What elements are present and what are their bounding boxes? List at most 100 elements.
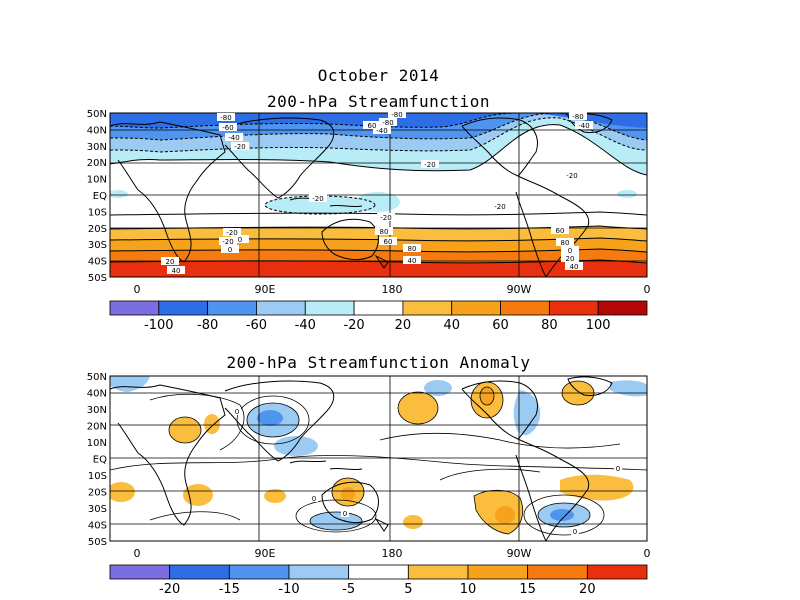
contour-label: 0 xyxy=(568,247,572,255)
contour-label: -80 xyxy=(391,111,402,119)
colorbar-label: -40 xyxy=(295,318,316,333)
panel1-lon-labels: 0 90E 180 90W 0 xyxy=(134,283,651,296)
lat-tick-label: 10S xyxy=(88,207,107,218)
lat-tick-label: 20N xyxy=(87,158,107,169)
lat-tick-label: 30S xyxy=(88,240,107,251)
colorbar-swatch xyxy=(169,564,230,580)
colorbar-swatch xyxy=(586,564,648,580)
colorbar-swatch xyxy=(467,564,529,580)
contour-label: 0 xyxy=(312,495,316,503)
lat-tick-label: 20S xyxy=(88,488,107,499)
lon-tick-label: 90W xyxy=(507,547,532,560)
contour-label-bg xyxy=(556,238,574,246)
panel1-frame xyxy=(109,112,648,278)
contour-label: 40 xyxy=(172,267,181,275)
contour-label: -20 xyxy=(566,172,577,180)
contour-label: -20 xyxy=(226,229,237,237)
lon-tick-label: 180 xyxy=(382,283,403,296)
panel2-lon-labels: 0 90E 180 90W 0 xyxy=(134,547,651,560)
panel1-title: 200-hPa Streamfunction xyxy=(267,92,490,111)
colorbar-label: -60 xyxy=(246,318,267,333)
asia-coast xyxy=(224,117,335,199)
contour-label: 60 xyxy=(384,238,393,246)
contour-label: -80 xyxy=(572,113,583,121)
new-zealand-coast xyxy=(374,517,389,532)
contour-label: 60 xyxy=(556,227,565,235)
colorbar-label: -20 xyxy=(343,318,364,333)
colorbar-label: 20 xyxy=(579,582,596,597)
contour-label-bg xyxy=(217,113,235,121)
contour-label-bg xyxy=(403,244,421,252)
indonesia-coast xyxy=(289,460,363,471)
lat-tick-label: 20N xyxy=(87,422,107,433)
contour-label-bg xyxy=(551,226,569,234)
colorbar-label: -100 xyxy=(144,318,174,333)
contour-label-bg xyxy=(221,245,239,253)
colorbar-swatch xyxy=(348,564,409,580)
colorbar-swatch xyxy=(353,300,404,316)
panel1-coastlines xyxy=(110,113,613,277)
contour-label: 40 xyxy=(570,263,579,271)
contour-label-bg xyxy=(231,142,249,150)
colorbar-label: 20 xyxy=(395,318,412,333)
lat-tick-label: 50S xyxy=(88,537,107,548)
lon-tick-label: 90W xyxy=(507,283,532,296)
contour-label-bg xyxy=(569,112,587,120)
lat-tick-label: 40S xyxy=(88,257,107,268)
colorbar-label: -80 xyxy=(197,318,218,333)
panel1-map: -80-60-40-20-80-80-40-20-80-40-20-20-20-… xyxy=(109,110,648,278)
north-america-coast xyxy=(461,117,538,177)
panel2-contours xyxy=(110,380,647,536)
contour-label-bg xyxy=(377,213,395,221)
panel1-contours xyxy=(110,113,647,264)
lat-tick-label: EQ xyxy=(93,191,107,202)
contour-label-bg xyxy=(388,110,406,118)
colorbar-swatch xyxy=(256,300,306,316)
panel2-title: 200-hPa Streamfunction Anomaly xyxy=(226,353,531,372)
contour-label-bg xyxy=(565,262,583,270)
north-america-coast xyxy=(461,380,538,440)
contour-label: -80 xyxy=(220,114,231,122)
panel1-lat-labels: 50N 40N 30N 20N 10N EQ 10S 20S 30S 40S 50S xyxy=(87,109,107,284)
colorbar-swatch xyxy=(228,564,290,580)
panel2-colorbar: -20 -15 -10 -5 5 10 15 20 xyxy=(109,564,648,597)
contour-label: 20 xyxy=(166,258,175,266)
lat-tick-label: 50N xyxy=(87,109,107,120)
lon-tick-label: 180 xyxy=(382,547,403,560)
contour-label-bg xyxy=(219,237,237,245)
contour-label-bg xyxy=(561,246,579,254)
contour-label: 0 xyxy=(238,236,242,244)
contour-label: 80 xyxy=(561,239,570,247)
lat-tick-label: 30N xyxy=(87,142,107,153)
lat-tick-label: 20S xyxy=(88,224,107,235)
contour-label-bg xyxy=(363,121,381,129)
panel2-coastlines xyxy=(110,376,613,541)
new-zealand-coast xyxy=(374,254,389,269)
panel1-colorbar: -100 -80 -60 -40 -20 20 40 60 80 100 xyxy=(109,300,648,333)
contour-label: -40 xyxy=(228,134,239,142)
contour-label: 0 xyxy=(343,510,347,518)
contour-label: -60 xyxy=(222,124,233,132)
contour-label-bg xyxy=(403,256,421,264)
contour-label: 80 xyxy=(380,228,389,236)
colorbar-label: 10 xyxy=(460,582,477,597)
contour-label-bg xyxy=(563,171,581,179)
contour-label-bg xyxy=(225,133,243,141)
lat-tick-label: 40N xyxy=(87,125,107,136)
lon-tick-label: 0 xyxy=(644,283,651,296)
australia-coast xyxy=(321,218,379,261)
contour-label-bg xyxy=(561,254,579,262)
australia-coast xyxy=(321,481,379,524)
contour-label-bg xyxy=(379,118,397,126)
contour-label: 80 xyxy=(408,245,417,253)
contour-label: -20 xyxy=(234,143,245,151)
panel2-map: 0 0 0 0 0 xyxy=(109,375,648,542)
contour-label-bg xyxy=(375,227,393,235)
panel2-gridlines xyxy=(110,376,647,541)
colorbar-label: -20 xyxy=(159,582,180,597)
colorbar-swatch xyxy=(109,300,160,316)
colorbar-swatch xyxy=(451,300,501,316)
contour-label: -20 xyxy=(312,195,323,203)
contour-label: 60 xyxy=(368,122,377,130)
